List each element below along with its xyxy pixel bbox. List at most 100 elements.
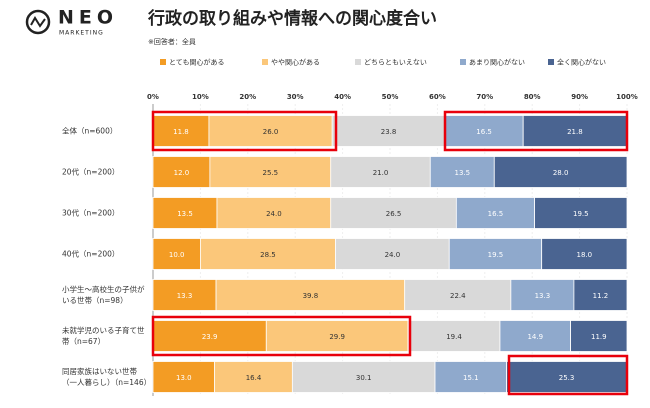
value-label: 39.8 bbox=[303, 292, 319, 300]
bar-segment bbox=[152, 238, 201, 270]
value-label: 23.8 bbox=[381, 128, 397, 136]
legend-label: とても関心がある bbox=[169, 58, 224, 67]
x-tick-label: 80% bbox=[524, 93, 541, 101]
category-label: 30代（n=200） bbox=[62, 208, 120, 218]
category-label: 全体（n=600） bbox=[62, 126, 118, 136]
bar-segment bbox=[208, 115, 333, 147]
bar-segment bbox=[152, 197, 218, 229]
logo-icon bbox=[25, 9, 51, 35]
legend-swatch bbox=[262, 59, 268, 65]
value-label: 23.9 bbox=[202, 333, 218, 341]
chart-subtitle: ※回答者：全員 bbox=[148, 37, 196, 46]
logo-mark bbox=[30, 16, 46, 28]
value-label: 11.2 bbox=[593, 292, 609, 300]
value-label: 30.1 bbox=[356, 374, 372, 382]
value-label: 19.4 bbox=[446, 333, 462, 341]
x-tick-label: 30% bbox=[287, 93, 304, 101]
value-label: 28.5 bbox=[260, 251, 276, 259]
highlight-box bbox=[151, 315, 412, 357]
value-label: 24.0 bbox=[266, 210, 282, 218]
bar-segment bbox=[199, 238, 336, 270]
value-label: 16.4 bbox=[246, 374, 262, 382]
highlights bbox=[151, 110, 629, 396]
value-label: 19.5 bbox=[488, 251, 504, 259]
legend-swatch bbox=[160, 59, 166, 65]
value-label: 13.0 bbox=[176, 374, 192, 382]
value-label: 13.3 bbox=[535, 292, 551, 300]
bar-segment bbox=[152, 279, 217, 311]
value-label: 13.5 bbox=[177, 210, 193, 218]
highlight-box bbox=[507, 354, 629, 396]
bar-segment bbox=[434, 361, 508, 393]
bar-segment bbox=[506, 361, 627, 393]
bar-segment bbox=[152, 156, 211, 188]
x-tick-label: 0% bbox=[147, 93, 159, 101]
value-label: 25.5 bbox=[263, 169, 279, 177]
x-tick-label: 20% bbox=[239, 93, 256, 101]
value-label: 29.9 bbox=[329, 333, 345, 341]
legend-swatch bbox=[460, 59, 466, 65]
chart-title: 行政の取り組みや情報への関心度合い bbox=[147, 8, 437, 29]
legend-swatch bbox=[355, 59, 361, 65]
value-label: 18.0 bbox=[577, 251, 593, 259]
x-tick-label: 10% bbox=[192, 93, 209, 101]
value-label: 11.9 bbox=[591, 333, 607, 341]
value-label: 16.5 bbox=[488, 210, 504, 218]
bar-segment bbox=[209, 156, 332, 188]
value-label: 26.5 bbox=[386, 210, 402, 218]
value-label: 13.3 bbox=[177, 292, 193, 300]
bar-segment bbox=[541, 238, 628, 270]
bar-segment bbox=[331, 115, 446, 147]
x-tick-label: 100% bbox=[616, 93, 638, 101]
highlight-box bbox=[443, 110, 629, 152]
bar-segment bbox=[570, 320, 628, 352]
bar-segment bbox=[455, 197, 535, 229]
bar-segment bbox=[429, 156, 495, 188]
x-tick-label: 60% bbox=[429, 93, 446, 101]
bar-segment bbox=[214, 361, 293, 393]
logo-tagline: MARKETING bbox=[59, 30, 104, 37]
bar-segment bbox=[152, 320, 267, 352]
value-label: 10.0 bbox=[169, 251, 185, 259]
value-label: 21.8 bbox=[567, 128, 583, 136]
legend-label: あまり関心がない bbox=[469, 58, 525, 67]
legend-label: どちらともいえない bbox=[364, 59, 427, 67]
x-tick-label: 40% bbox=[334, 93, 351, 101]
logo: NEO MARKETING bbox=[25, 7, 118, 37]
legend-swatch bbox=[548, 59, 554, 65]
value-label: 22.4 bbox=[450, 292, 466, 300]
value-label: 26.0 bbox=[263, 128, 279, 136]
category-label: 40代（n=200） bbox=[62, 249, 120, 259]
bar-segment bbox=[448, 238, 543, 270]
bar-segment bbox=[573, 279, 628, 311]
category-label: 小学生～高校生の子供がいる世帯（n=98） bbox=[62, 285, 145, 305]
bar-segment bbox=[407, 320, 501, 352]
bar-segment bbox=[291, 361, 436, 393]
bar-segment bbox=[522, 115, 627, 147]
bar-segment bbox=[330, 156, 431, 188]
category-label: 未就学児のいる子育て世帯（n=67） bbox=[62, 326, 145, 346]
bar-segment bbox=[265, 320, 409, 352]
value-label: 25.3 bbox=[559, 374, 575, 382]
value-label: 12.0 bbox=[174, 169, 190, 177]
bar-segment bbox=[216, 197, 332, 229]
legend-label: 全く関心がない bbox=[557, 58, 606, 67]
logo-name: NEO bbox=[58, 7, 118, 29]
value-label: 15.1 bbox=[463, 374, 479, 382]
bar-segment bbox=[499, 320, 571, 352]
bar-segment bbox=[404, 279, 512, 311]
value-label: 13.5 bbox=[454, 169, 470, 177]
x-tick-label: 50% bbox=[382, 93, 399, 101]
value-label: 21.0 bbox=[373, 169, 389, 177]
bar-segment bbox=[493, 156, 628, 188]
category-label: 同居家族はいない世帯（一人暮らし）（n=146） bbox=[62, 367, 152, 387]
category-label: 20代（n=200） bbox=[62, 167, 120, 177]
value-label: 24.0 bbox=[385, 251, 401, 259]
x-tick-label: 90% bbox=[571, 93, 588, 101]
legend-label: やや関心がある bbox=[271, 58, 320, 67]
value-label: 19.5 bbox=[573, 210, 589, 218]
bar-segment bbox=[330, 197, 457, 229]
bar-segment bbox=[534, 197, 628, 229]
value-label: 14.9 bbox=[527, 333, 543, 341]
